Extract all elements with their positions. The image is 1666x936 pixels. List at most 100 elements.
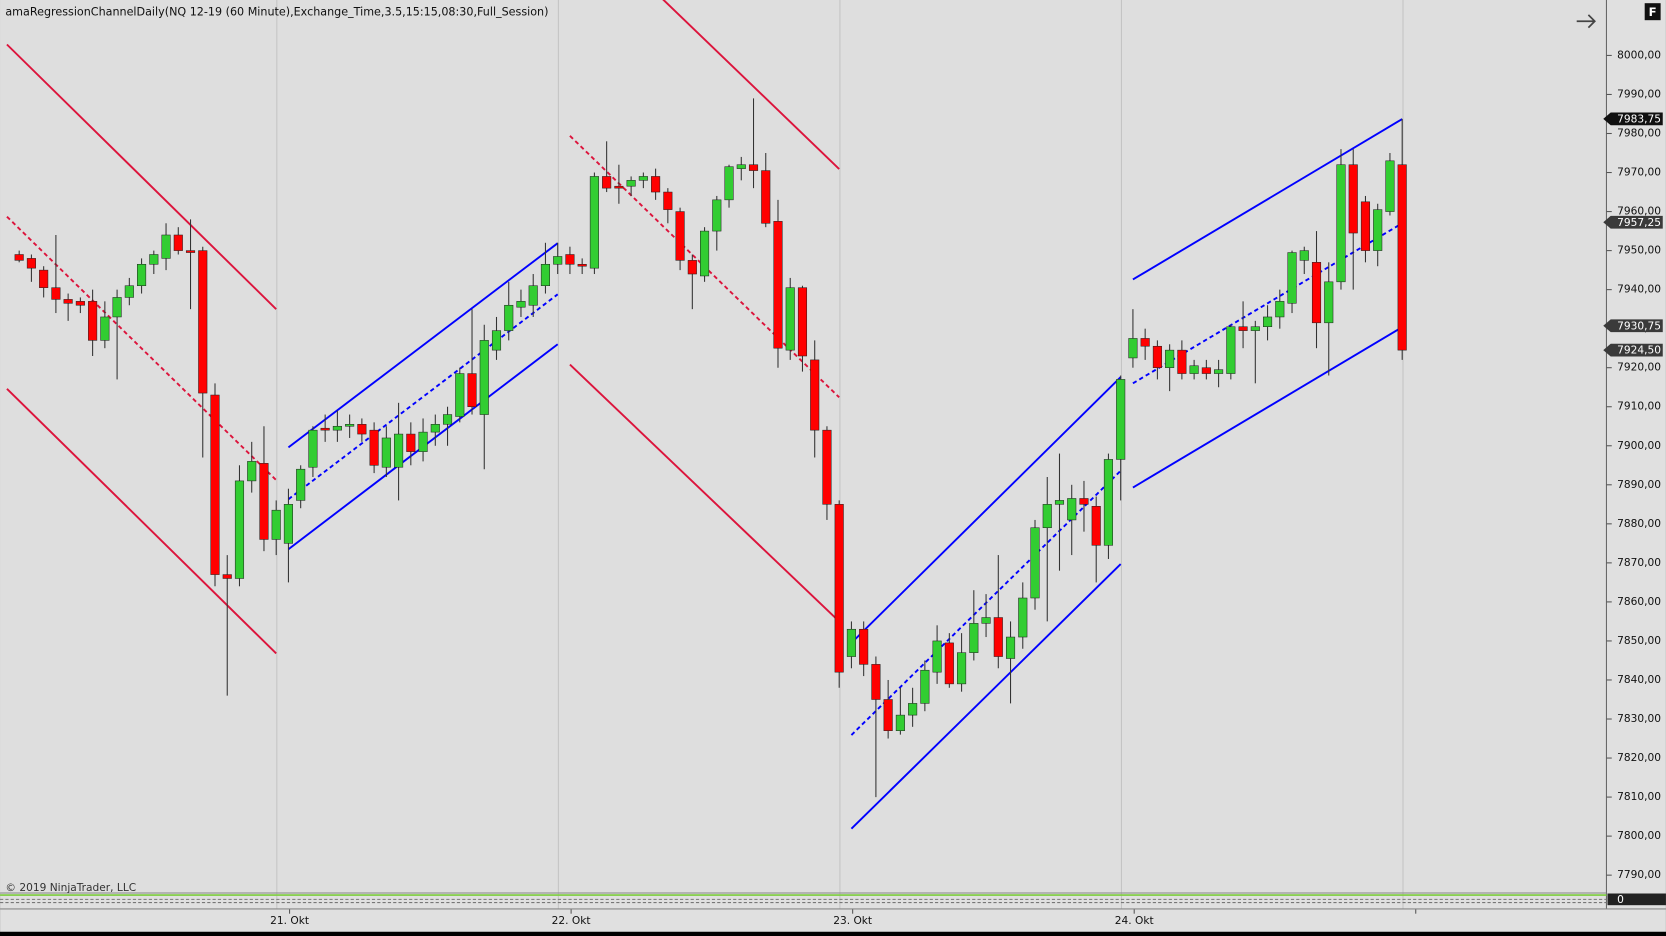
candle-body bbox=[296, 468, 306, 501]
candle-body bbox=[1226, 326, 1236, 374]
candle-body bbox=[540, 263, 551, 286]
candle-body bbox=[1005, 636, 1016, 659]
price-marker-label: 7930,75 bbox=[1617, 319, 1661, 332]
channel-lower bbox=[6, 388, 277, 655]
candles bbox=[14, 98, 1407, 798]
corner-icon[interactable]: F bbox=[1649, 5, 1657, 19]
candle-body bbox=[39, 269, 49, 288]
candle-body bbox=[675, 211, 685, 261]
candle-body bbox=[614, 185, 624, 189]
candle-body bbox=[724, 166, 734, 201]
candle-body bbox=[969, 623, 979, 653]
y-tick-label: 7860,00 bbox=[1617, 595, 1661, 608]
candle-body bbox=[455, 373, 465, 417]
candle-body bbox=[112, 297, 122, 318]
candle-body bbox=[822, 429, 832, 505]
chart-title: amaRegressionChannelDaily(NQ 12-19 (60 M… bbox=[5, 6, 548, 19]
candle-body bbox=[993, 617, 1003, 657]
candle-body bbox=[920, 669, 930, 704]
candle-body bbox=[651, 176, 661, 193]
candle-body bbox=[1103, 459, 1113, 546]
candle-body bbox=[944, 642, 954, 685]
y-tick-label: 7790,00 bbox=[1617, 868, 1661, 881]
candle-body bbox=[394, 433, 404, 468]
price-marker bbox=[1603, 343, 1663, 357]
candle-body bbox=[442, 414, 453, 425]
price-marker-label: 7983,75 bbox=[1617, 112, 1661, 125]
candle-body bbox=[1238, 326, 1248, 331]
candle-body bbox=[589, 176, 599, 269]
price-marker bbox=[1603, 112, 1663, 126]
scroll-arrow[interactable] bbox=[1576, 14, 1596, 29]
candle-body bbox=[14, 254, 24, 261]
y-tick-label: 7840,00 bbox=[1617, 673, 1661, 686]
price-marker-label: 7957,25 bbox=[1617, 216, 1661, 229]
candle-body bbox=[161, 234, 171, 259]
y-tick-label: 7980,00 bbox=[1617, 126, 1661, 139]
channel-upper bbox=[6, 43, 277, 310]
candle-body bbox=[1360, 201, 1371, 251]
candle-body bbox=[332, 425, 342, 431]
y-tick-label: 7870,00 bbox=[1617, 556, 1661, 569]
candle-body bbox=[895, 714, 905, 731]
candle-body bbox=[883, 699, 893, 731]
candle-body bbox=[185, 250, 196, 253]
candle-body bbox=[124, 285, 134, 298]
candle-body bbox=[357, 424, 367, 435]
channel-lower bbox=[850, 563, 1122, 830]
candle-body bbox=[810, 359, 820, 431]
candle-body bbox=[553, 256, 563, 265]
candle-body bbox=[663, 191, 673, 210]
x-tick-label: 22. Okt bbox=[552, 914, 591, 927]
candle-body bbox=[908, 703, 918, 716]
x-tick-label: 21. Okt bbox=[270, 914, 309, 927]
y-tick-label: 7890,00 bbox=[1617, 478, 1661, 491]
channel-upper bbox=[850, 376, 1122, 644]
candle-body bbox=[516, 301, 526, 308]
candle-body bbox=[259, 463, 269, 540]
candle-body bbox=[1079, 498, 1089, 505]
channel-upper bbox=[1132, 118, 1403, 281]
price-marker-label: 7924,50 bbox=[1617, 344, 1661, 357]
candle-body bbox=[1324, 281, 1334, 324]
candle-body bbox=[785, 287, 795, 351]
candle-body bbox=[137, 263, 147, 286]
y-tick-label: 7850,00 bbox=[1617, 634, 1661, 647]
candle-body bbox=[1201, 367, 1211, 374]
candle-body bbox=[1165, 349, 1175, 368]
candle-body bbox=[1140, 338, 1150, 347]
candle-body bbox=[369, 429, 379, 466]
channel-upper bbox=[662, 0, 840, 170]
candle-body bbox=[761, 170, 771, 224]
candle-body bbox=[406, 433, 416, 452]
candle-body bbox=[1091, 506, 1101, 546]
candle-body bbox=[100, 316, 110, 341]
candle-body bbox=[712, 199, 722, 232]
candle-body bbox=[700, 230, 710, 277]
candle-body bbox=[467, 373, 477, 408]
candle-body bbox=[430, 424, 440, 433]
corner-button[interactable] bbox=[1644, 3, 1661, 21]
candle-body bbox=[234, 480, 245, 579]
x-tick-label: 23. Okt bbox=[833, 914, 872, 927]
candle-body bbox=[638, 176, 648, 181]
y-tick-label: 7800,00 bbox=[1617, 829, 1661, 842]
x-tick-label: 24. Okt bbox=[1115, 914, 1154, 927]
candle-body bbox=[1263, 316, 1273, 327]
candle-body bbox=[88, 301, 98, 341]
candle-body bbox=[1385, 160, 1395, 212]
channel-lower bbox=[569, 363, 840, 623]
candle-body bbox=[981, 617, 991, 624]
candle-body bbox=[283, 504, 293, 544]
candle-body bbox=[222, 574, 232, 579]
y-tick-label: 7940,00 bbox=[1617, 283, 1661, 296]
axes: 7790,00 7800,00 7810,00 7820,00 7830,00 7840,… bbox=[270, 48, 1661, 927]
y-tick-label: 7970,00 bbox=[1617, 166, 1661, 179]
candle-body bbox=[1250, 326, 1260, 331]
y-tick-label: 7900,00 bbox=[1617, 439, 1661, 452]
candle-body bbox=[210, 394, 220, 575]
candle-body bbox=[51, 287, 61, 300]
candle-body bbox=[846, 628, 856, 657]
candle-body bbox=[173, 234, 183, 251]
